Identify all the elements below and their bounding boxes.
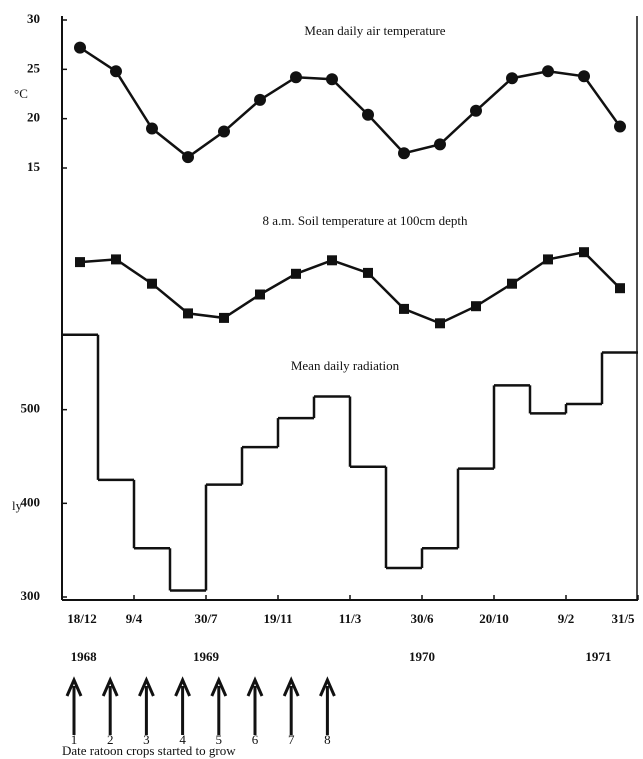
- data-point: [218, 125, 230, 138]
- data-point: [182, 151, 194, 164]
- arrow-label: 8: [324, 732, 331, 747]
- x-tick-label: 31/5: [611, 611, 635, 626]
- data-point: [507, 278, 517, 289]
- data-point: [578, 70, 590, 83]
- data-point: [327, 255, 337, 266]
- data-point: [254, 93, 266, 106]
- data-line: [79, 250, 621, 325]
- y-axis-label: ly: [12, 498, 23, 513]
- y-tick-label: 30: [27, 11, 40, 26]
- arrow: [282, 676, 300, 735]
- y-tick-label: 300: [21, 588, 41, 603]
- arrow-label: 6: [252, 732, 259, 747]
- data-point: [290, 71, 302, 84]
- x-tick-label: 30/6: [410, 611, 434, 626]
- x-tick-label: 19/11: [264, 611, 293, 626]
- data-point: [75, 257, 85, 268]
- data-point: [146, 122, 158, 135]
- data-point: [111, 254, 121, 265]
- y-tick-label: 500: [21, 401, 41, 416]
- data-point: [291, 268, 301, 279]
- data-point: [434, 138, 446, 151]
- data-point: [614, 120, 626, 133]
- arrow: [174, 676, 191, 735]
- arrow-label: 2: [107, 732, 114, 747]
- x-tick-label: 20/10: [479, 611, 509, 626]
- data-point: [147, 278, 157, 289]
- x-tick-label: 30/7: [194, 611, 218, 626]
- panel-title: Mean daily radiation: [291, 358, 400, 373]
- data-point: [470, 104, 482, 117]
- data-point: [363, 267, 373, 278]
- arrow-label: 5: [216, 732, 223, 747]
- arrow: [101, 676, 119, 735]
- data-point: [579, 247, 589, 258]
- data-point: [326, 73, 338, 86]
- x-tick-label: 9/4: [126, 611, 143, 626]
- panel-title: 8 a.m. Soil temperature at 100cm depth: [262, 213, 468, 228]
- y-tick-label: 400: [21, 494, 41, 509]
- year-label: 1970: [409, 649, 435, 664]
- year-label: 1969: [193, 649, 220, 664]
- arrow-label: 1: [71, 732, 78, 747]
- arrow: [210, 676, 228, 735]
- data-point: [506, 72, 518, 85]
- data-line: [79, 46, 622, 159]
- data-point: [471, 301, 481, 312]
- x-tick-label: 9/2: [558, 611, 575, 626]
- data-point: [435, 318, 445, 329]
- arrow-label: 4: [179, 732, 186, 747]
- data-point: [362, 108, 374, 121]
- data-point: [183, 308, 193, 319]
- data-point: [398, 147, 410, 160]
- arrow: [246, 676, 264, 735]
- data-point: [74, 41, 86, 54]
- arrow: [138, 676, 155, 735]
- caption: Date ratoon crops started to grow: [62, 743, 236, 758]
- y-tick-label: 20: [27, 110, 40, 125]
- year-label: 1971: [585, 649, 611, 664]
- data-point: [255, 289, 265, 300]
- arrow-label: 3: [143, 732, 150, 747]
- data-point: [543, 254, 553, 265]
- x-tick-label: 18/12: [67, 611, 97, 626]
- y-tick-label: 15: [27, 159, 41, 174]
- year-label: 1968: [71, 649, 98, 664]
- y-axis-label: °C: [14, 86, 28, 101]
- y-tick-label: 25: [27, 60, 41, 75]
- x-tick-label: 11/3: [339, 611, 362, 626]
- data-point: [219, 312, 229, 323]
- data-point: [615, 283, 625, 294]
- arrow: [319, 676, 336, 735]
- arrow-label: 7: [288, 732, 295, 747]
- data-point: [542, 65, 554, 78]
- arrow: [65, 676, 83, 735]
- data-point: [399, 303, 409, 314]
- data-point: [110, 65, 122, 78]
- panel-title: Mean daily air temperature: [304, 23, 445, 38]
